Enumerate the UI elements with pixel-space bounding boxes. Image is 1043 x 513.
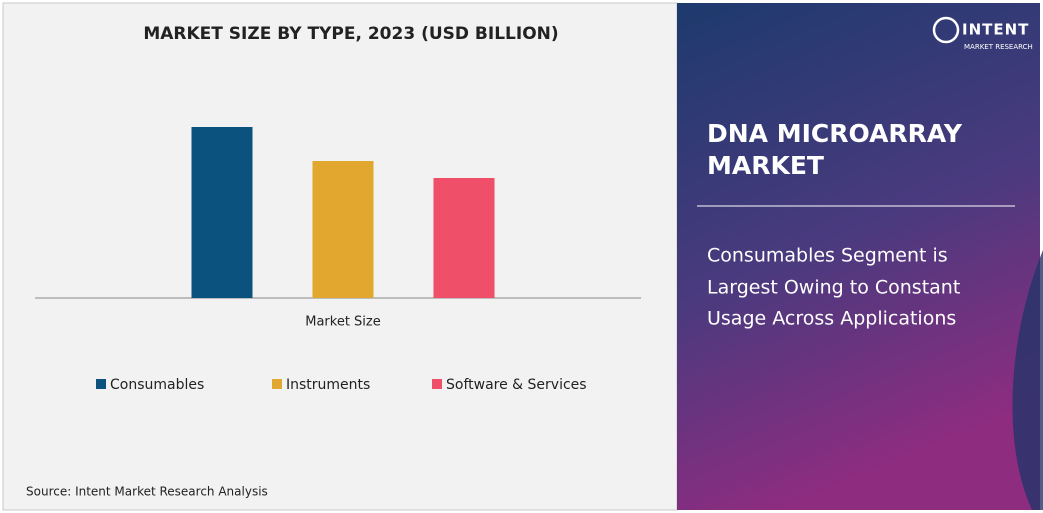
panel-heading: DNA MICROARRAY [707,119,963,148]
panel-subheading: Consumables Segment is [707,245,948,267]
legend-label: Instruments [286,377,370,393]
bar [312,161,374,298]
info-panel [677,3,1040,510]
panel-curve [1012,250,1043,510]
chart-title: MARKET SIZE BY TYPE, 2023 (USD BILLION) [143,24,558,44]
x-tick-label: Market Size [305,315,381,330]
logo-icon [932,16,960,44]
logo-tagline: MARKET RESEARCH [964,43,1033,51]
legend-swatch [96,379,106,389]
panel-subheading: Largest Owing to Constant [707,277,960,299]
legend-label: Software & Services [446,377,587,393]
legend-swatch [272,379,282,389]
source: Source: Intent Market Research Analysis [26,485,268,499]
bar [433,178,495,298]
legend-label: Consumables [110,377,204,393]
panel-heading: MARKET [707,151,824,180]
logo-name: INTENT [962,21,1029,39]
panel-subheading: Usage Across Applications [707,308,956,330]
legend-swatch [432,379,442,389]
bar [191,127,253,298]
